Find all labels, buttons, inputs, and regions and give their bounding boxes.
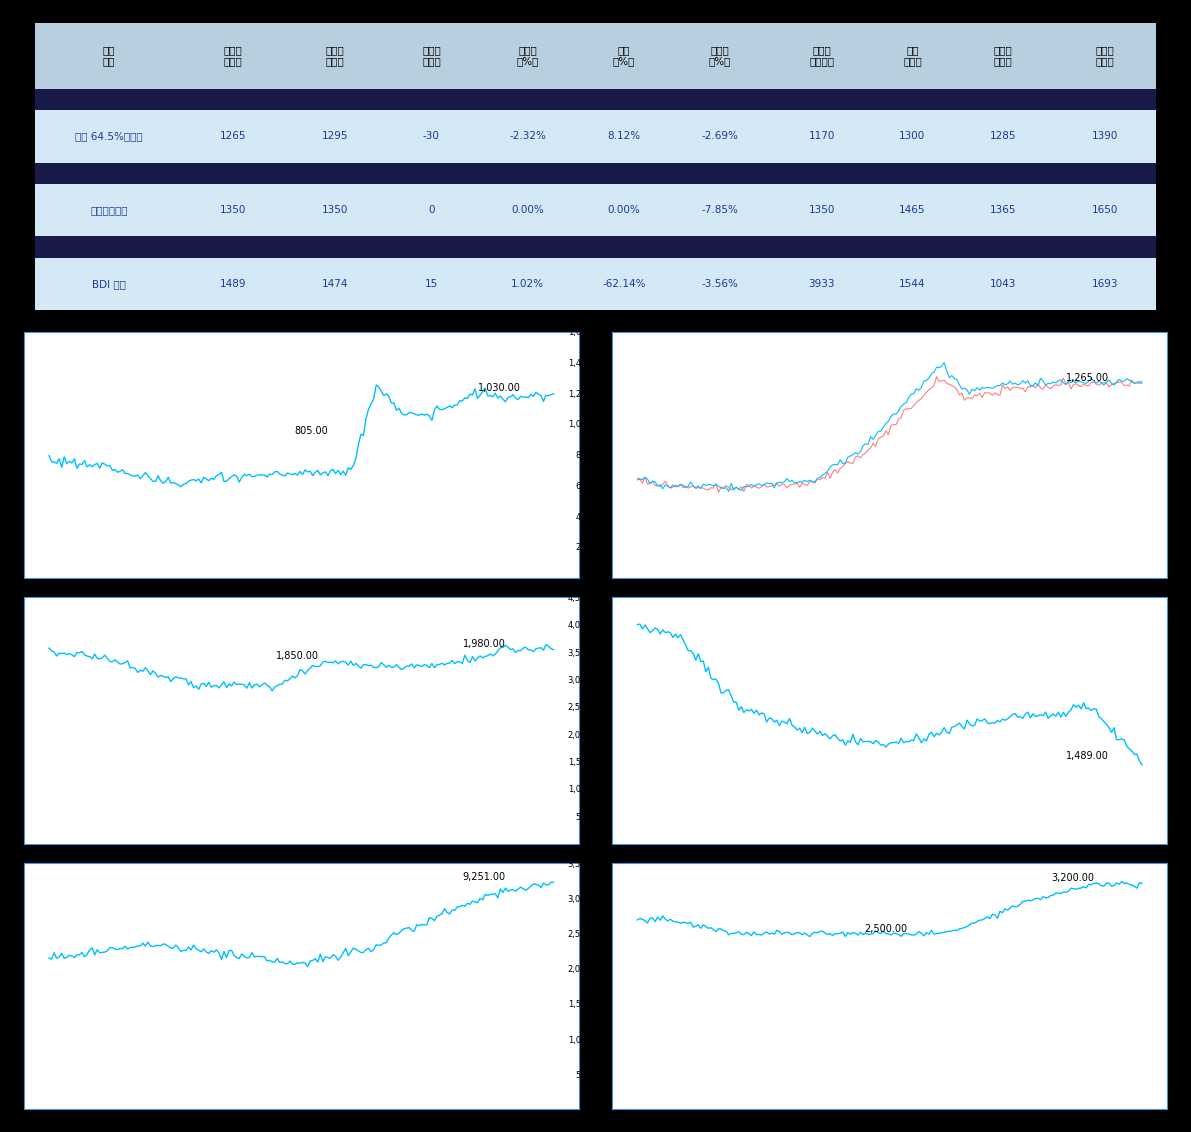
Text: 成本
项目: 成本 项目 (102, 45, 116, 67)
Text: 去年同
期（元）: 去年同 期（元） (810, 45, 835, 67)
Text: 2,500.00: 2,500.00 (865, 924, 908, 934)
Text: 太原十级焦煤: 太原十级焦煤 (91, 205, 127, 215)
Text: 1,265.00: 1,265.00 (1066, 372, 1109, 383)
Text: 15: 15 (425, 278, 438, 289)
Text: -2.32%: -2.32% (510, 131, 545, 142)
FancyBboxPatch shape (36, 257, 1155, 310)
Text: 1043: 1043 (990, 278, 1016, 289)
Text: -2.69%: -2.69% (701, 131, 738, 142)
Text: 1,980.00: 1,980.00 (463, 638, 506, 649)
FancyBboxPatch shape (36, 183, 1155, 237)
Text: 1474: 1474 (322, 278, 349, 289)
Text: 1365: 1365 (990, 205, 1016, 215)
Text: — 二级冶金焦价格: 唐山: — 二级冶金焦价格: 唐山 (270, 873, 332, 882)
Text: 1544: 1544 (899, 278, 925, 289)
Text: 1285: 1285 (990, 131, 1016, 142)
Text: -62.14%: -62.14% (601, 278, 646, 289)
Text: 年最高
（元）: 年最高 （元） (1096, 45, 1115, 67)
Text: 1350: 1350 (220, 205, 247, 215)
Text: — BDI指数: — BDI指数 (872, 873, 908, 882)
Text: 1350: 1350 (809, 205, 835, 215)
Text: — 铁精粉价格: 6.6%湿基不含: — 铁精粉价格: 6.6%湿基不含 (260, 607, 343, 616)
Text: 1300: 1300 (899, 131, 925, 142)
Text: -7.85%: -7.85% (701, 205, 738, 215)
FancyBboxPatch shape (36, 110, 1155, 163)
Legend: 车板价: 日照港: 印度: 粉矿: 63.5%, 车板价: 日照港: 巴西: 粉矿: 64.5%: 车板价: 日照港: 印度: 粉矿: 63.5%, 车板价: 日照港: 巴西: 粉… (772, 603, 1008, 618)
Text: 1489: 1489 (220, 278, 247, 289)
Text: -30: -30 (423, 131, 439, 142)
Text: 1465: 1465 (899, 205, 925, 215)
Text: 1,489.00: 1,489.00 (1066, 751, 1109, 761)
FancyBboxPatch shape (36, 163, 1155, 183)
Text: 年初
（元）: 年初 （元） (903, 45, 922, 67)
Text: 0.00%: 0.00% (607, 205, 641, 215)
Text: 同比
（%）: 同比 （%） (612, 45, 635, 67)
Text: -3.56%: -3.56% (701, 278, 738, 289)
Text: 1693: 1693 (1092, 278, 1118, 289)
Text: 1.02%: 1.02% (511, 278, 544, 289)
Text: 3,200.00: 3,200.00 (1052, 873, 1095, 883)
Text: 进口 64.5%巴粉矿: 进口 64.5%巴粉矿 (75, 131, 143, 142)
FancyBboxPatch shape (36, 23, 1155, 88)
Text: 1,030.00: 1,030.00 (478, 384, 520, 394)
Text: 1,850.00: 1,850.00 (276, 651, 319, 661)
Text: 年变化
（%）: 年变化 （%） (709, 45, 731, 67)
Text: 1350: 1350 (322, 205, 349, 215)
Text: 0.00%: 0.00% (511, 205, 544, 215)
Text: 1390: 1390 (1092, 131, 1118, 142)
Text: 1170: 1170 (809, 131, 835, 142)
Text: 1650: 1650 (1092, 205, 1118, 215)
Text: 最新值
（元）: 最新值 （元） (224, 45, 243, 67)
Text: 1295: 1295 (322, 131, 349, 142)
Text: 8.12%: 8.12% (607, 131, 641, 142)
FancyBboxPatch shape (36, 237, 1155, 257)
Text: 1265: 1265 (220, 131, 247, 142)
Text: 周环比
（%）: 周环比 （%） (517, 45, 538, 67)
Text: 0: 0 (428, 205, 435, 215)
Text: 周环比
（元）: 周环比 （元） (422, 45, 441, 67)
Text: 3933: 3933 (809, 278, 835, 289)
Text: 上周值
（元）: 上周值 （元） (326, 45, 344, 67)
Text: 805.00: 805.00 (294, 426, 329, 436)
FancyBboxPatch shape (36, 88, 1155, 110)
Text: 9,251.00: 9,251.00 (463, 872, 506, 882)
Text: BDI 指数: BDI 指数 (92, 278, 126, 289)
Text: 年最低
（元）: 年最低 （元） (993, 45, 1012, 67)
